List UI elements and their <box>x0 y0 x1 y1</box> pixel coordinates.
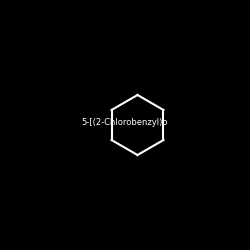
Text: 5-[(2-Chlorobenzyl)o: 5-[(2-Chlorobenzyl)o <box>82 118 168 127</box>
